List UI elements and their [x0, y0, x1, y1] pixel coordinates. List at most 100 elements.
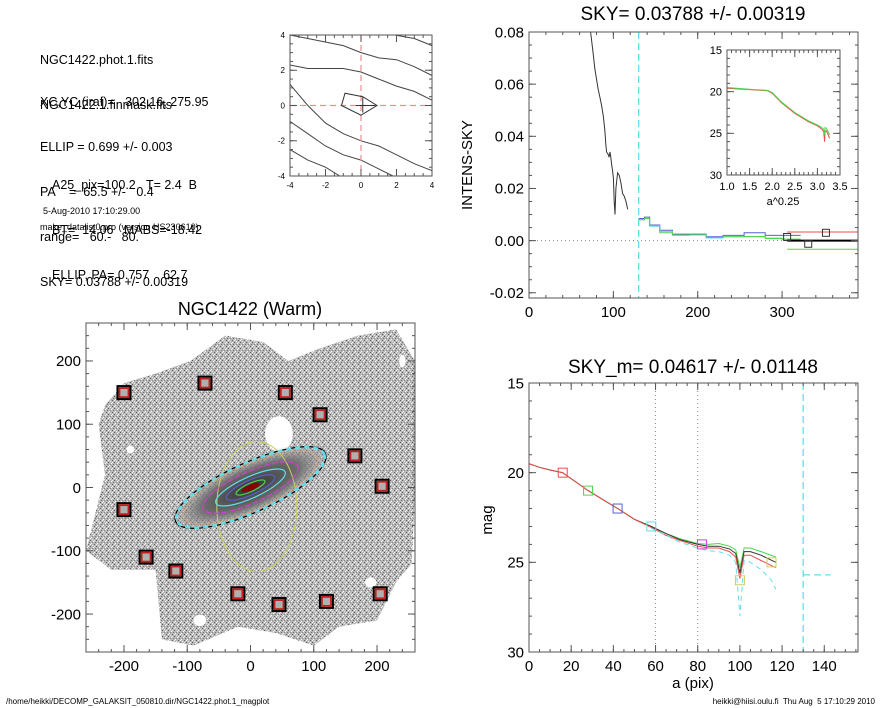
inset-ytick-label: 25: [710, 128, 722, 140]
program-version: make_datalist0.pro (version HS230610): [40, 222, 199, 232]
isophote-cyan-inner: [215, 468, 286, 507]
sky-profile-plot: SKY= 0.03788 +/- 0.00319 INTENS-SKY a^0.…: [459, 4, 859, 321]
mag-ytick-label: 15: [507, 375, 524, 392]
mag-green: [528, 463, 776, 568]
map-xtick-label: 200: [365, 658, 390, 675]
galaxy-map-plot: NGC1422 (Warm) -200 -100 0 100 200 -200 -100 0 1…: [51, 299, 416, 675]
inset-xtick-label: 3.5: [832, 181, 847, 193]
mag-black: [528, 463, 777, 574]
sky-box: [116, 502, 132, 518]
sky-marker: [804, 239, 813, 248]
contour-ytick-label: 4: [281, 31, 286, 40]
profile-green-step: [638, 217, 801, 240]
mag-marker: [557, 467, 568, 478]
mag-xtick-label: 40: [605, 658, 622, 675]
mag-profile-xlabel: a (pix): [672, 675, 714, 692]
param-range: range= 60.- 80.: [40, 230, 140, 244]
center-polygon: [341, 92, 378, 116]
inset-xlabel: a^0.25: [767, 196, 800, 208]
mag-marker: [583, 485, 594, 496]
sky-box: [168, 563, 184, 579]
mag-xtick-label: 140: [812, 658, 837, 675]
profile-blue-step: [638, 216, 801, 238]
sky-box-inner: [376, 480, 388, 492]
param-sky: SKY= 0.03788 +/- 0.00319: [40, 275, 189, 289]
sky-xtick-label: 100: [601, 304, 626, 321]
mag-marker: [734, 575, 745, 586]
sky-box-inner: [232, 588, 244, 600]
derived-params: A25_pix=100.2 T= 2.4 B BT= 14.06 MABS=-1…: [52, 148, 202, 298]
masked-region: [126, 445, 135, 454]
run-date: 5-Aug-2010 17:10:29.00: [43, 206, 141, 216]
isophote-contour: [289, 120, 394, 177]
sky-box: [372, 586, 388, 602]
param-center: XC,YC (iraf)= 302.16, 275.95: [40, 95, 209, 109]
map-ytick-label: 0: [73, 480, 81, 497]
param-a25: A25_pix=100.2 T= 2.4 B: [52, 178, 198, 192]
inset-ytick-label: 15: [710, 45, 722, 57]
param-bt: BT= 14.06 MABS=-18.42: [52, 223, 203, 237]
sky-box-inner: [374, 588, 386, 600]
sky-box-inner: [140, 551, 152, 563]
mag-marker: [646, 521, 657, 532]
mag-marker: [766, 557, 777, 568]
sky-xtick-label: 300: [770, 304, 795, 321]
contour-xtick-label: -4: [286, 181, 294, 190]
mag-profile-title: SKY_m= 0.04617 +/- 0.01148: [568, 357, 818, 378]
sky-ytick-label: 0.08: [495, 24, 524, 41]
param-ellip: ELLIP = 0.699 +/- 0.003: [40, 140, 173, 154]
mag-profile-ylabel: mag: [479, 505, 496, 534]
mag-ytick-label: 20: [507, 465, 524, 482]
isophote-contour: [289, 149, 340, 177]
sky-xtick-label: 200: [685, 304, 710, 321]
sky-box-inner: [170, 565, 182, 577]
param-pa: PA = 65.5 +/- 0.4: [40, 185, 154, 199]
inset-xtick-label: 3.0: [810, 181, 825, 193]
contour-ytick-label: -2: [278, 137, 286, 146]
map-ytick-label: 100: [56, 416, 81, 433]
contour-xtick-label: 2: [394, 181, 399, 190]
mag-marker: [612, 503, 623, 514]
mag-marker: [696, 539, 707, 550]
sky-box-inner: [349, 450, 361, 462]
sky-profile-title: SKY= 0.03788 +/- 0.00319: [580, 4, 805, 25]
map-ytick-label: -200: [51, 606, 81, 623]
mag-xtick-label: 0: [525, 658, 533, 675]
sky-xtick-label: 0: [525, 304, 533, 321]
sky-box-inner: [199, 377, 211, 389]
mag-ytick-label: 30: [507, 644, 524, 661]
mag-xtick-label: 20: [563, 658, 580, 675]
sky-box-inner: [314, 409, 326, 421]
isophote-green: [235, 479, 266, 496]
isophote-contour: [289, 83, 433, 172]
galaxy-map-title: NGC1422 (Warm): [178, 299, 322, 319]
file-phot: NGC1422.phot.1.fits: [40, 53, 154, 67]
inset-ytick-label: 20: [710, 87, 722, 99]
sky-ytick-label: -0.02: [490, 285, 524, 302]
sky-ytick-label: 0.02: [495, 181, 524, 198]
masked-region: [193, 614, 207, 627]
isophote-contour: [394, 34, 433, 47]
inset-xtick-label: 1.5: [742, 181, 757, 193]
map-xtick-label: 0: [246, 658, 254, 675]
sky-box-inner: [118, 504, 130, 516]
sky-frame: [528, 31, 859, 299]
mag-ytick-label: 25: [507, 555, 524, 572]
sky-box: [230, 586, 246, 602]
mag-cyan-dashed: [651, 527, 777, 617]
sky-ytick-label: 0.04: [495, 129, 524, 146]
sky-box: [138, 549, 154, 565]
isophote-orange-dotted: [183, 450, 318, 525]
isophote-blue: [225, 474, 276, 501]
sky-box-inner: [273, 599, 285, 610]
mag-profile-plot: SKY_m= 0.04617 +/- 0.01148 mag a (pix) 0…: [479, 357, 859, 692]
sky-box: [277, 385, 293, 401]
a25-ellipse: [216, 440, 298, 572]
isophote-contour: [289, 34, 433, 76]
inset-green: [726, 87, 831, 136]
sky-box: [318, 593, 334, 609]
fit-params: XC,YC (iraf)= 302.16, 275.95 ELLIP = 0.6…: [40, 65, 209, 305]
inset-ytick-label: 30: [710, 170, 722, 182]
isophote-cyan-dashed: [174, 446, 327, 529]
